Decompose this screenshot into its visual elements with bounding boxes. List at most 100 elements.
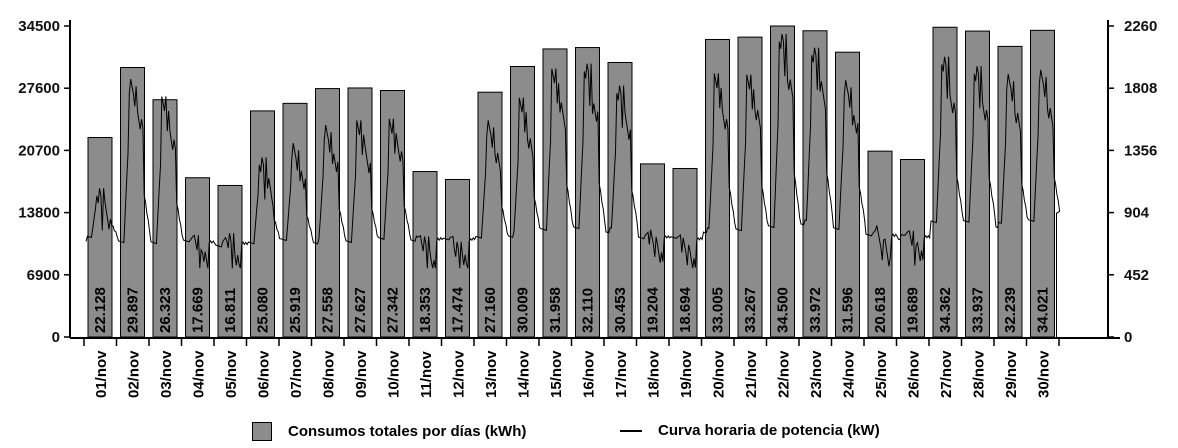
bar-value-label: 33.005 <box>710 287 727 333</box>
bar-value-label: 32.110 <box>580 288 597 333</box>
bar-value-label: 17.474 <box>450 286 467 333</box>
bar-value-label: 27.627 <box>352 287 369 333</box>
left-tick-label: 27600 <box>18 80 60 97</box>
bar <box>835 51 860 338</box>
x-tick-label: 05/nov <box>223 350 240 398</box>
bar-value-label: 26.323 <box>157 287 174 333</box>
axes <box>64 20 1120 346</box>
x-tick-label: 20/nov <box>711 350 728 398</box>
right-axis: 0 452 904 1356 1808 2260 <box>1124 18 1157 346</box>
left-tick-label: 0 <box>52 329 60 346</box>
bar-value-label: 33.267 <box>742 287 759 333</box>
power-curve-line <box>85 33 1061 337</box>
x-tick-label: 27/nov <box>938 350 955 398</box>
x-tick-label: 30/nov <box>1036 350 1053 398</box>
bar-value-label: 18.353 <box>417 287 434 333</box>
bar <box>705 38 730 338</box>
x-tick-label: 16/nov <box>581 350 598 398</box>
bar-series <box>87 25 1055 338</box>
legend-label-power: Curva horaria de potencia (kW) <box>658 422 880 439</box>
bar <box>640 163 665 338</box>
x-tick-label: 09/nov <box>353 350 370 398</box>
x-tick-label: 08/nov <box>321 350 338 398</box>
bar-value-label: 33.937 <box>970 287 987 333</box>
bar <box>802 30 828 338</box>
x-tick-label: 24/nov <box>841 350 858 398</box>
bar-value-label: 18.694 <box>677 286 694 333</box>
x-tick-label: 14/nov <box>516 350 533 398</box>
right-tick-label: 0 <box>1124 329 1132 346</box>
bar <box>412 171 438 338</box>
bar-value-label: 25.080 <box>255 287 272 333</box>
right-tick-label: 904 <box>1124 205 1150 222</box>
x-tick-label: 26/nov <box>906 350 923 398</box>
bar-value-label: 27.558 <box>320 287 337 333</box>
bar-value-label: 33.972 <box>807 287 824 333</box>
bar <box>575 47 600 338</box>
legend-label-consumption: Consumos totales por días (kWh) <box>288 423 527 440</box>
legend-item-consumption: Consumos totales por días (kWh) <box>252 422 526 441</box>
bar-value-label: 19.689 <box>905 287 922 333</box>
bar-value-label: 31.958 <box>547 287 564 333</box>
bar-value-label: 20.618 <box>872 287 889 333</box>
bar <box>250 110 275 338</box>
left-tick-label: 6900 <box>27 267 60 284</box>
bar <box>965 30 990 338</box>
x-tick-label: 23/nov <box>808 350 825 398</box>
x-tick-label: 07/nov <box>288 350 305 398</box>
bar-value-label: 32.239 <box>1002 287 1019 333</box>
x-tick-label: 29/nov <box>1003 350 1020 398</box>
right-tick-label: 452 <box>1124 267 1149 284</box>
bar-value-label: 16.811 <box>222 288 239 333</box>
bar <box>997 45 1023 338</box>
x-tick-label: 17/nov <box>613 350 630 398</box>
legend-item-power: Curva horaria de potencia (kW) <box>620 422 880 439</box>
x-tick-label: 06/nov <box>256 350 273 398</box>
x-tick-label: 01/nov <box>93 350 110 398</box>
x-tick-label: 04/nov <box>191 350 208 398</box>
bar-value-label: 19.204 <box>645 286 662 333</box>
bar-value-label: 34.500 <box>775 287 792 333</box>
right-tick-label: 2260 <box>1124 18 1157 35</box>
bar-value-label: 25.919 <box>287 287 304 333</box>
bar <box>315 88 340 338</box>
x-tick-label: 28/nov <box>971 350 988 398</box>
bar <box>770 25 795 338</box>
x-tick-label: 03/nov <box>158 350 175 398</box>
bar-value-label: 22.128 <box>92 287 109 333</box>
x-tick-label: 12/nov <box>451 350 468 398</box>
x-tick-label: 19/nov <box>678 350 695 398</box>
chart-canvas: 0 6900 13800 20700 27600 34500 0 452 904 1356 180… <box>18 18 1157 398</box>
bar-value-label: 34.021 <box>1035 287 1052 333</box>
x-tick-label: 18/nov <box>646 350 663 398</box>
right-tick-label: 1356 <box>1124 142 1157 159</box>
legend: Consumos totales por días (kWh) Curva ho… <box>252 422 952 448</box>
left-axis: 0 6900 13800 20700 27600 34500 <box>18 18 60 346</box>
x-tick-label: 11/nov <box>418 351 435 398</box>
left-tick-label: 20700 <box>18 142 60 159</box>
bar <box>900 159 925 338</box>
x-tick-label: 10/nov <box>386 350 403 398</box>
bar <box>932 26 958 338</box>
bar <box>87 137 113 338</box>
bar <box>120 66 145 338</box>
bar-value-labels: 22.128 29.897 26.323 17.669 16.811 25.080 25.9… <box>92 286 1052 333</box>
x-tick-label: 02/nov <box>126 350 143 398</box>
x-tick-label: 25/nov <box>873 350 890 398</box>
legend-bar-swatch <box>252 422 272 441</box>
left-tick-label: 13800 <box>18 205 60 222</box>
bar <box>185 177 210 338</box>
x-axis-labels: 01/nov 02/nov 03/nov 04/nov 05/nov 06/nov 07/n… <box>93 350 1053 398</box>
bar-value-label: 30.453 <box>612 287 629 333</box>
bar-value-label: 34.362 <box>937 287 954 333</box>
bar-value-label: 29.897 <box>125 287 142 333</box>
x-tick-label: 21/nov <box>743 350 760 398</box>
bar <box>672 167 698 338</box>
bar-value-label: 27.342 <box>385 287 402 333</box>
bar-value-label: 27.160 <box>482 287 499 333</box>
left-tick-label: 34500 <box>18 18 60 35</box>
legend-line-swatch <box>620 429 642 432</box>
x-tick-label: 13/nov <box>483 350 500 398</box>
bar-value-label: 17.669 <box>190 287 207 333</box>
bar-value-label: 30.009 <box>515 287 532 333</box>
